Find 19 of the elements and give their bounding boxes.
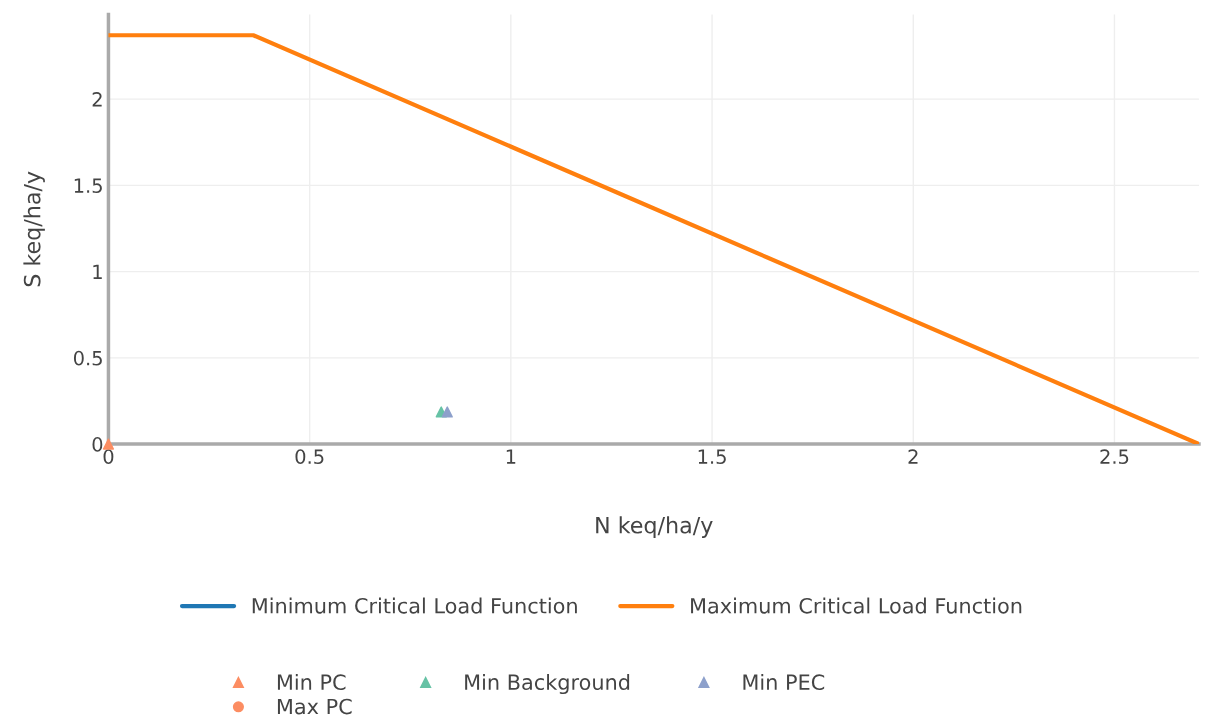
legend-label: Min PC xyxy=(277,673,346,691)
x-tick-label: 2 xyxy=(908,449,918,464)
y-tick-label: 0.5 xyxy=(73,350,102,366)
y-tick-label: 1.5 xyxy=(74,178,102,193)
x-tick-label: 2.5 xyxy=(1100,449,1129,464)
y-tick-label: 0 xyxy=(92,437,103,452)
x-tick-label: 1 xyxy=(506,449,516,464)
y-axis-title: S keq/ha/y xyxy=(23,171,45,287)
legend-label: Min PEC xyxy=(743,673,825,691)
legend-label: Min Background xyxy=(465,673,630,695)
x-axis-title: N keq/ha/y xyxy=(596,516,713,538)
y-tick-label: 2 xyxy=(92,92,102,107)
x-tick-label: 0.5 xyxy=(295,449,324,464)
legend-label: Minimum Critical Load Function xyxy=(252,597,577,614)
x-tick-label: 0 xyxy=(103,449,114,464)
y-tick-label: 1 xyxy=(93,264,102,279)
legend-label: Max PC xyxy=(277,698,352,715)
x-tick-label: 1.5 xyxy=(698,449,726,464)
legend-label: Maximum Critical Load Function xyxy=(691,597,1022,614)
